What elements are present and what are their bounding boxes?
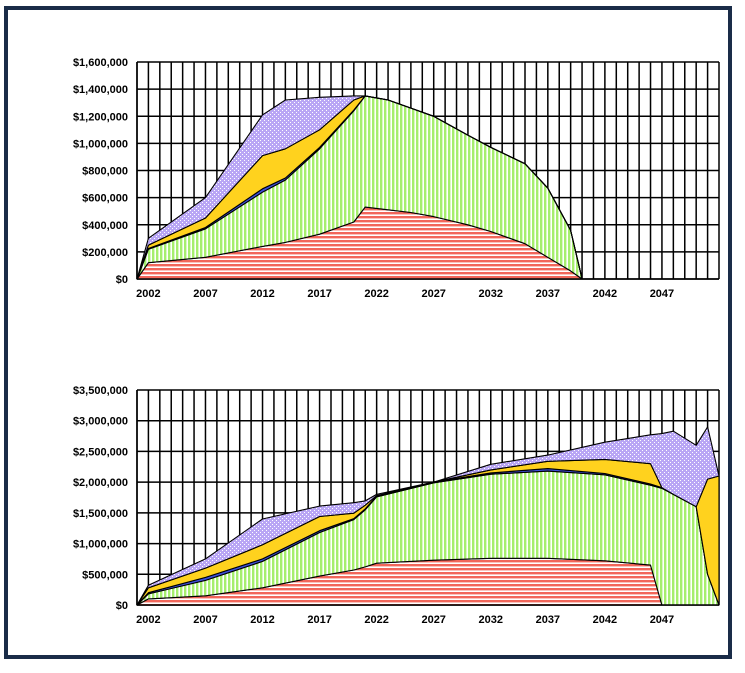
y-tick-label: $2,000,000 — [73, 477, 128, 489]
y-tick-label: $0 — [116, 600, 128, 612]
chart-1: $0 $200,000 $400,000 $600,000 $800,000 $1,000… — [73, 57, 720, 300]
y-tick-label: $1,500,000 — [73, 508, 128, 520]
x-tick-label: 2002 — [136, 614, 160, 626]
area-purple — [136, 426, 720, 606]
x-tick-label: 2007 — [193, 288, 217, 300]
y-tick-label: $1,200,000 — [73, 111, 128, 123]
y-tick-label: $400,000 — [82, 220, 128, 232]
x-tick-label: 2022 — [364, 614, 388, 626]
y-tick-label: $2,500,000 — [73, 446, 128, 458]
chart-2: $0 $500,000 $1,000,000 $1,500,000 $2,000,000… — [73, 385, 720, 626]
y-tick-label: $600,000 — [82, 193, 128, 205]
y-tick-label: $800,000 — [82, 166, 128, 178]
y-tick-label: $1,600,000 — [73, 57, 128, 69]
y-tick-label: $200,000 — [82, 247, 128, 259]
x-tick-label: 2022 — [364, 288, 388, 300]
y-tick-label: $1,000,000 — [73, 539, 128, 551]
y-tick-label: $3,000,000 — [73, 416, 128, 428]
x-tick-label: 2017 — [307, 288, 331, 300]
y-tick-label: $0 — [116, 274, 128, 286]
y-tick-label: $1,000,000 — [73, 138, 128, 150]
x-tick-label: 2037 — [536, 614, 560, 626]
x-tick-label: 2007 — [193, 614, 217, 626]
x-tick-label: 2047 — [650, 614, 674, 626]
x-tick-label: 2012 — [250, 614, 274, 626]
x-tick-label: 2047 — [650, 288, 674, 300]
y-tick-label: $500,000 — [82, 569, 128, 581]
x-tick-label: 2037 — [536, 288, 560, 300]
x-tick-label: 2002 — [136, 288, 160, 300]
x-tick-label: 2042 — [593, 288, 617, 300]
x-tick-label: 2027 — [421, 288, 445, 300]
x-tick-label: 2012 — [250, 288, 274, 300]
x-tick-label: 2042 — [593, 614, 617, 626]
x-tick-label: 2032 — [479, 614, 503, 626]
y-tick-label: $1,400,000 — [73, 84, 128, 96]
y-tick-label: $3,500,000 — [73, 385, 128, 397]
x-tick-label: 2032 — [479, 288, 503, 300]
x-tick-label: 2027 — [421, 614, 445, 626]
x-tick-label: 2017 — [307, 614, 331, 626]
